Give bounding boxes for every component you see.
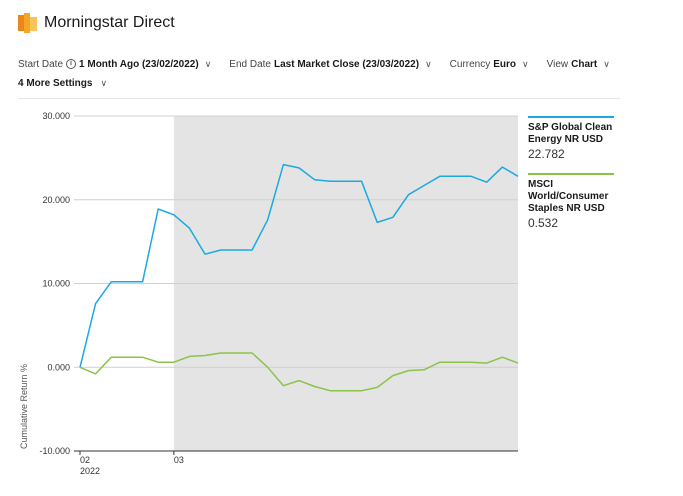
end-date-value: Last Market Close (23/03/2022) — [274, 58, 420, 70]
more-settings-button[interactable]: 4 More Settings ∨ — [18, 78, 107, 89]
series-line-2 — [79, 352, 519, 392]
legend-item-series1: S&P Global Clean Energy NR USD 22.782 — [528, 116, 614, 161]
legend-item-series2: MSCI World/Consumer Staples NR USD 0.532 — [528, 173, 614, 230]
chevron-down-icon: ∨ — [204, 58, 212, 69]
more-settings-label: 4 More Settings — [18, 78, 93, 89]
end-date-setting[interactable]: End Date Last Market Close (23/03/2022) … — [229, 59, 431, 70]
view-value: Chart — [571, 58, 598, 70]
legend-series1-value: 22.782 — [528, 147, 565, 161]
morningstar-logo-icon — [18, 13, 38, 33]
y-tick-label: 30.000 — [42, 111, 70, 121]
chart-legend: S&P Global Clean Energy NR USD 22.782 MS… — [528, 116, 614, 242]
divider — [18, 98, 620, 99]
y-tick-label: -10.000 — [39, 446, 70, 456]
start-date-setting[interactable]: Start Date i 1 Month Ago (23/02/2022) ∨ — [18, 59, 211, 70]
app-header: Morningstar Direct — [18, 12, 175, 34]
chevron-down-icon: ∨ — [603, 58, 610, 69]
chevron-down-icon: ∨ — [100, 78, 108, 88]
legend-series2-value: 0.532 — [528, 216, 559, 230]
x-tick-label: 03 — [174, 455, 184, 465]
y-tick-label: 10.000 — [42, 279, 70, 289]
chevron-down-icon: ∨ — [522, 58, 529, 69]
currency-label: Currency — [449, 58, 491, 70]
info-icon[interactable]: i — [66, 59, 77, 69]
legend-series2-name: MSCI World/Consumer Staples NR USD — [528, 179, 609, 214]
y-axis-title: Cumulative Return % — [19, 364, 29, 449]
settings-bar: Start Date i 1 Month Ago (23/02/2022) ∨ … — [18, 57, 628, 71]
app-title: Morningstar Direct — [44, 14, 175, 31]
y-tick-label: 20.000 — [42, 195, 70, 205]
x-tick-sublabel: 2022 — [80, 466, 100, 476]
currency-setting[interactable]: Currency Euro ∨ — [450, 59, 529, 70]
series-line-1 — [79, 163, 519, 368]
start-date-label: Start Date — [18, 58, 64, 70]
start-date-value: 1 Month Ago (23/02/2022) — [79, 58, 199, 70]
view-label: View — [546, 58, 569, 70]
chevron-down-icon: ∨ — [425, 58, 432, 69]
view-setting[interactable]: View Chart ∨ — [547, 59, 610, 70]
currency-value: Euro — [493, 58, 517, 70]
y-tick-label: 0.000 — [47, 362, 70, 372]
legend-series1-name: S&P Global Clean Energy NR USD — [528, 122, 613, 145]
x-tick-label: 02 — [80, 455, 90, 465]
end-date-label: End Date — [229, 58, 271, 70]
